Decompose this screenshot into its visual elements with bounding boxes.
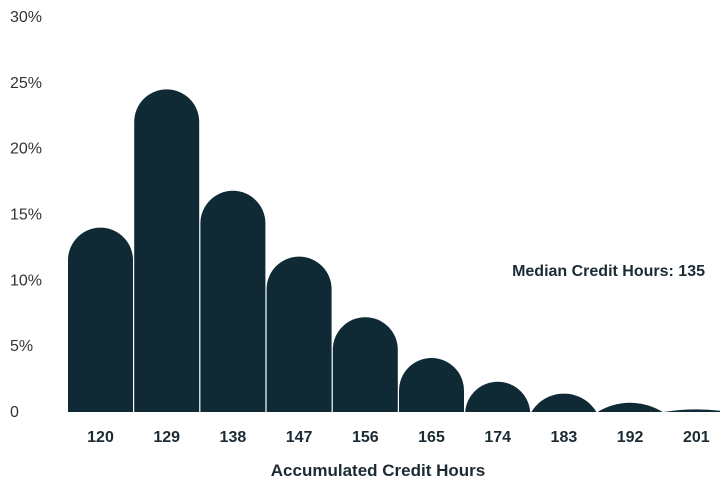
bar-120 bbox=[68, 227, 133, 412]
x-tick-label: 174 bbox=[484, 429, 511, 446]
bar-165 bbox=[399, 358, 464, 412]
bar-129 bbox=[134, 89, 200, 413]
y-axis-ticks: 0 5% 10% 15% 20% 25% 30% bbox=[10, 9, 42, 421]
bar-201 bbox=[663, 409, 720, 412]
x-tick-label: 165 bbox=[418, 429, 445, 446]
x-axis-ticks: 120 129 138 147 156 165 174 183 192 201 bbox=[87, 429, 710, 446]
x-tick-label: 138 bbox=[220, 429, 247, 446]
y-tick-label: 5% bbox=[10, 338, 33, 355]
x-tick-label: 192 bbox=[617, 429, 644, 446]
x-tick-label: 129 bbox=[153, 429, 180, 446]
y-tick-label: 10% bbox=[10, 272, 42, 289]
bar-156 bbox=[332, 317, 398, 412]
bar-147 bbox=[266, 256, 332, 412]
y-tick-label: 20% bbox=[10, 141, 42, 158]
x-tick-label: 201 bbox=[683, 429, 710, 446]
x-tick-label: 147 bbox=[286, 429, 313, 446]
bar-174 bbox=[465, 381, 531, 412]
bar-183 bbox=[531, 393, 597, 412]
bar-138 bbox=[200, 190, 266, 412]
y-tick-label: 30% bbox=[10, 9, 42, 26]
x-tick-label: 120 bbox=[87, 429, 114, 446]
y-tick-label: 15% bbox=[10, 207, 42, 224]
x-axis-label: Accumulated Credit Hours bbox=[271, 461, 485, 480]
x-tick-label: 183 bbox=[551, 429, 578, 446]
y-tick-label: 0 bbox=[10, 404, 19, 421]
bars bbox=[68, 89, 720, 413]
bar-192 bbox=[597, 402, 663, 412]
y-tick-label: 25% bbox=[10, 75, 42, 92]
median-annotation: Median Credit Hours: 135 bbox=[512, 263, 705, 280]
x-tick-label: 156 bbox=[352, 429, 379, 446]
